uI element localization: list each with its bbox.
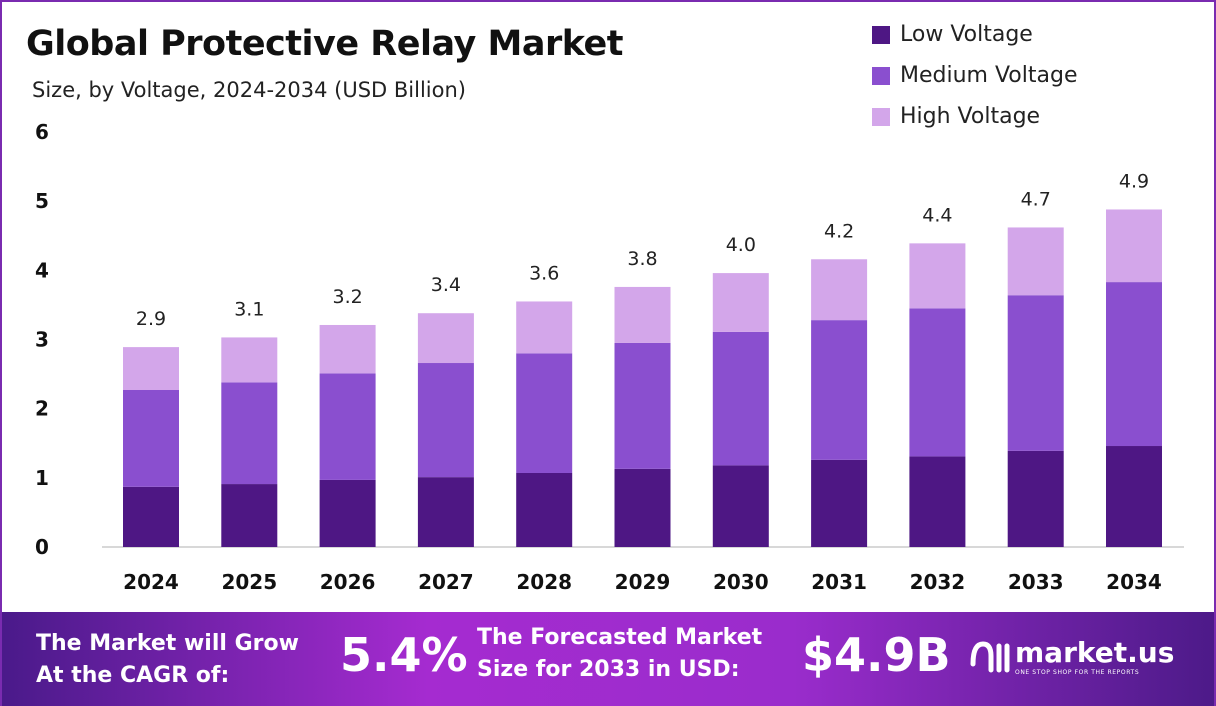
- x-tick-label: 2027: [418, 570, 474, 594]
- bar-segment-low-voltage: [319, 479, 376, 547]
- bar-segment-low-voltage: [811, 459, 868, 547]
- bar-segment-medium-voltage: [712, 331, 769, 466]
- total-label: 4.4: [922, 204, 952, 226]
- bar-segment-low-voltage: [516, 472, 573, 547]
- total-label: 4.0: [726, 234, 756, 256]
- bar-segment-high-voltage: [417, 313, 474, 364]
- bar-segment-medium-voltage: [909, 308, 966, 457]
- bar-segment-medium-voltage: [221, 382, 278, 485]
- bar-segment-medium-voltage: [811, 320, 868, 460]
- y-tick-label: 4: [35, 258, 49, 282]
- legend-label: High Voltage: [900, 104, 1041, 129]
- bar-segment-low-voltage: [221, 484, 278, 547]
- x-tick-label: 2030: [713, 570, 769, 594]
- x-tick-label: 2032: [910, 570, 966, 594]
- cagr-value: 5.4%: [340, 628, 468, 682]
- legend-swatch: [872, 66, 890, 85]
- total-label: 4.7: [1021, 188, 1051, 210]
- total-label: 4.9: [1119, 170, 1149, 192]
- total-label: 2.9: [136, 308, 166, 330]
- bar-segment-low-voltage: [909, 456, 966, 547]
- bar-segment-high-voltage: [123, 347, 179, 390]
- legend-label: Medium Voltage: [900, 63, 1078, 88]
- bar-segment-medium-voltage: [417, 363, 474, 478]
- y-tick-label: 6: [35, 120, 49, 144]
- bar-segment-low-voltage: [417, 477, 474, 547]
- legend-label: Low Voltage: [900, 22, 1033, 47]
- bar-chart: 0 1 2 3 4 5 6 2.9 2024 3.1 2025 3.2 2026 3.4 2027 3.6 20…: [35, 120, 1184, 594]
- bar-segment-medium-voltage: [614, 342, 671, 469]
- x-tick-label: 2028: [516, 570, 572, 594]
- bar-segment-high-voltage: [811, 259, 868, 321]
- x-tick-label: 2025: [221, 570, 277, 594]
- legend-item-low: Low Voltage: [872, 14, 1077, 55]
- x-tick-label: 2033: [1008, 570, 1064, 594]
- y-tick-label: 5: [35, 189, 49, 213]
- y-tick-label: 3: [35, 328, 49, 352]
- chart-subtitle: Size, by Voltage, 2024-2034 (USD Billion…: [32, 78, 466, 102]
- legend-swatch: [872, 107, 890, 126]
- legend-item-medium: Medium Voltage: [872, 55, 1077, 96]
- total-label: 3.4: [431, 274, 461, 296]
- bar-segment-high-voltage: [712, 273, 769, 332]
- bar-segment-low-voltage: [712, 465, 769, 547]
- bar-segment-high-voltage: [614, 286, 671, 343]
- total-label: 3.1: [234, 298, 264, 320]
- market-us-logo: market.us ONE STOP SHOP FOR THE REPORTS: [967, 636, 1174, 676]
- bar-segment-medium-voltage: [516, 353, 573, 473]
- bar-segment-medium-voltage: [123, 389, 179, 487]
- y-tick-label: 0: [35, 535, 49, 559]
- bar-segment-high-voltage: [1106, 209, 1162, 283]
- bar-segment-medium-voltage: [319, 373, 376, 480]
- legend-swatch: [872, 25, 890, 44]
- forecast-label: The Forecasted Market Size for 2033 in US…: [477, 625, 763, 682]
- x-tick-label: 2034: [1106, 570, 1162, 594]
- bar-segment-high-voltage: [1007, 227, 1064, 296]
- footer-banner: The Market will Grow At the CAGR of: 5.4%…: [2, 612, 1214, 706]
- total-label: 3.6: [529, 262, 559, 284]
- bar-segment-low-voltage: [1106, 446, 1162, 547]
- x-tick-label: 2029: [615, 570, 671, 594]
- cagr-label: The Market will Grow At the CAGR of:: [36, 631, 299, 688]
- forecast-value: $4.9B: [802, 628, 951, 682]
- total-label: 3.8: [627, 248, 657, 270]
- x-tick-label: 2026: [320, 570, 376, 594]
- bar-segment-high-voltage: [221, 337, 278, 383]
- chart-title: Global Protective Relay Market: [26, 24, 624, 64]
- bar-segment-high-voltage: [319, 324, 376, 374]
- bar-segment-high-voltage: [516, 301, 573, 354]
- x-tick-label: 2031: [811, 570, 867, 594]
- y-tick-label: 2: [35, 397, 49, 421]
- bar-segment-low-voltage: [123, 486, 179, 547]
- legend: Low Voltage Medium Voltage High Voltage: [872, 14, 1077, 137]
- bar-segment-medium-voltage: [1007, 295, 1064, 451]
- bar-segment-low-voltage: [1007, 450, 1064, 547]
- total-label: 4.2: [824, 220, 854, 242]
- total-label: 3.2: [332, 286, 362, 308]
- bar-segment-medium-voltage: [1106, 282, 1162, 447]
- logo-icon: [970, 641, 1010, 673]
- y-tick-label: 1: [35, 466, 49, 490]
- legend-item-high: High Voltage: [872, 96, 1077, 137]
- x-tick-label: 2024: [123, 570, 179, 594]
- bar-segment-low-voltage: [614, 468, 671, 547]
- bar-segment-high-voltage: [909, 243, 966, 309]
